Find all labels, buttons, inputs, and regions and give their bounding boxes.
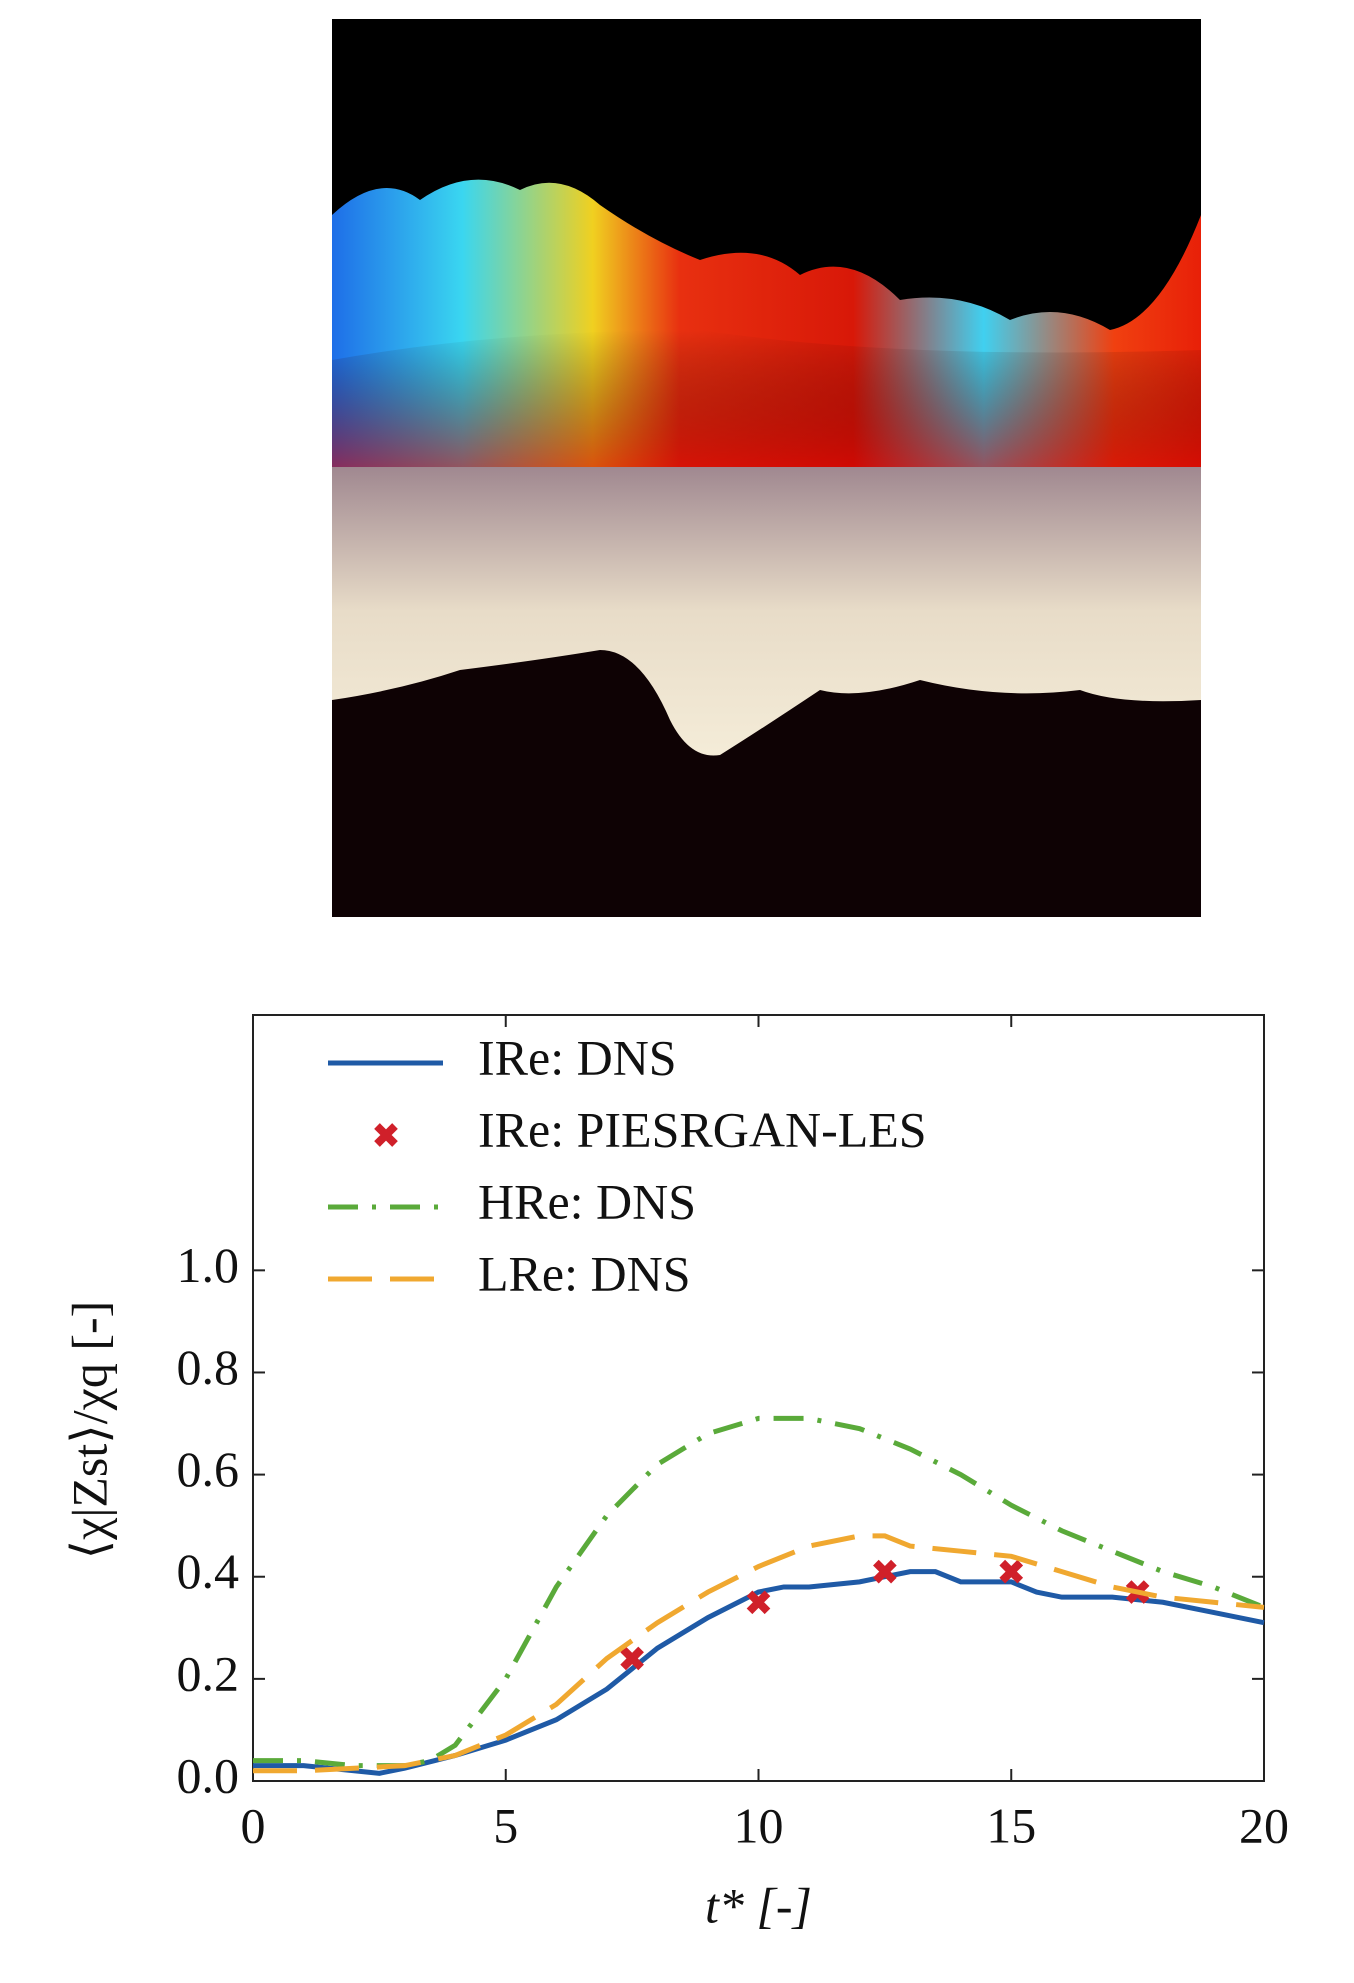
y-tick-label: 0.6 bbox=[177, 1441, 240, 1497]
legend-label: IRe: PIESRGAN-LES bbox=[478, 1101, 927, 1157]
x-tick-label: 15 bbox=[986, 1797, 1036, 1853]
legend-label: LRe: DNS bbox=[478, 1245, 691, 1301]
y-axis-label: ⟨χ|Zst⟩/χq [-] bbox=[61, 1301, 117, 1560]
marker bbox=[873, 1559, 897, 1584]
y-tick-label: 0.8 bbox=[177, 1339, 240, 1395]
marker bbox=[999, 1559, 1024, 1584]
legend-label: IRe: DNS bbox=[478, 1029, 677, 1085]
x-axis-label: t* [-] bbox=[705, 1877, 812, 1933]
x-tick-label: 0 bbox=[241, 1797, 266, 1853]
simulation-image bbox=[332, 19, 1201, 917]
x-tick-label: 5 bbox=[493, 1797, 518, 1853]
y-tick-label: 0.2 bbox=[177, 1645, 240, 1701]
legend-marker bbox=[374, 1123, 398, 1147]
y-tick-label: 0.4 bbox=[177, 1543, 240, 1599]
series-line bbox=[253, 1415, 1265, 1769]
series-line bbox=[253, 1533, 1265, 1774]
x-tick-label: 20 bbox=[1239, 1797, 1289, 1853]
y-tick-label: 1.0 bbox=[177, 1237, 240, 1293]
legend-label: HRe: DNS bbox=[478, 1173, 696, 1229]
x-tick-label: 10 bbox=[734, 1797, 784, 1853]
marker bbox=[620, 1646, 644, 1671]
y-tick-label: 0.0 bbox=[177, 1747, 240, 1803]
marker bbox=[746, 1590, 771, 1615]
